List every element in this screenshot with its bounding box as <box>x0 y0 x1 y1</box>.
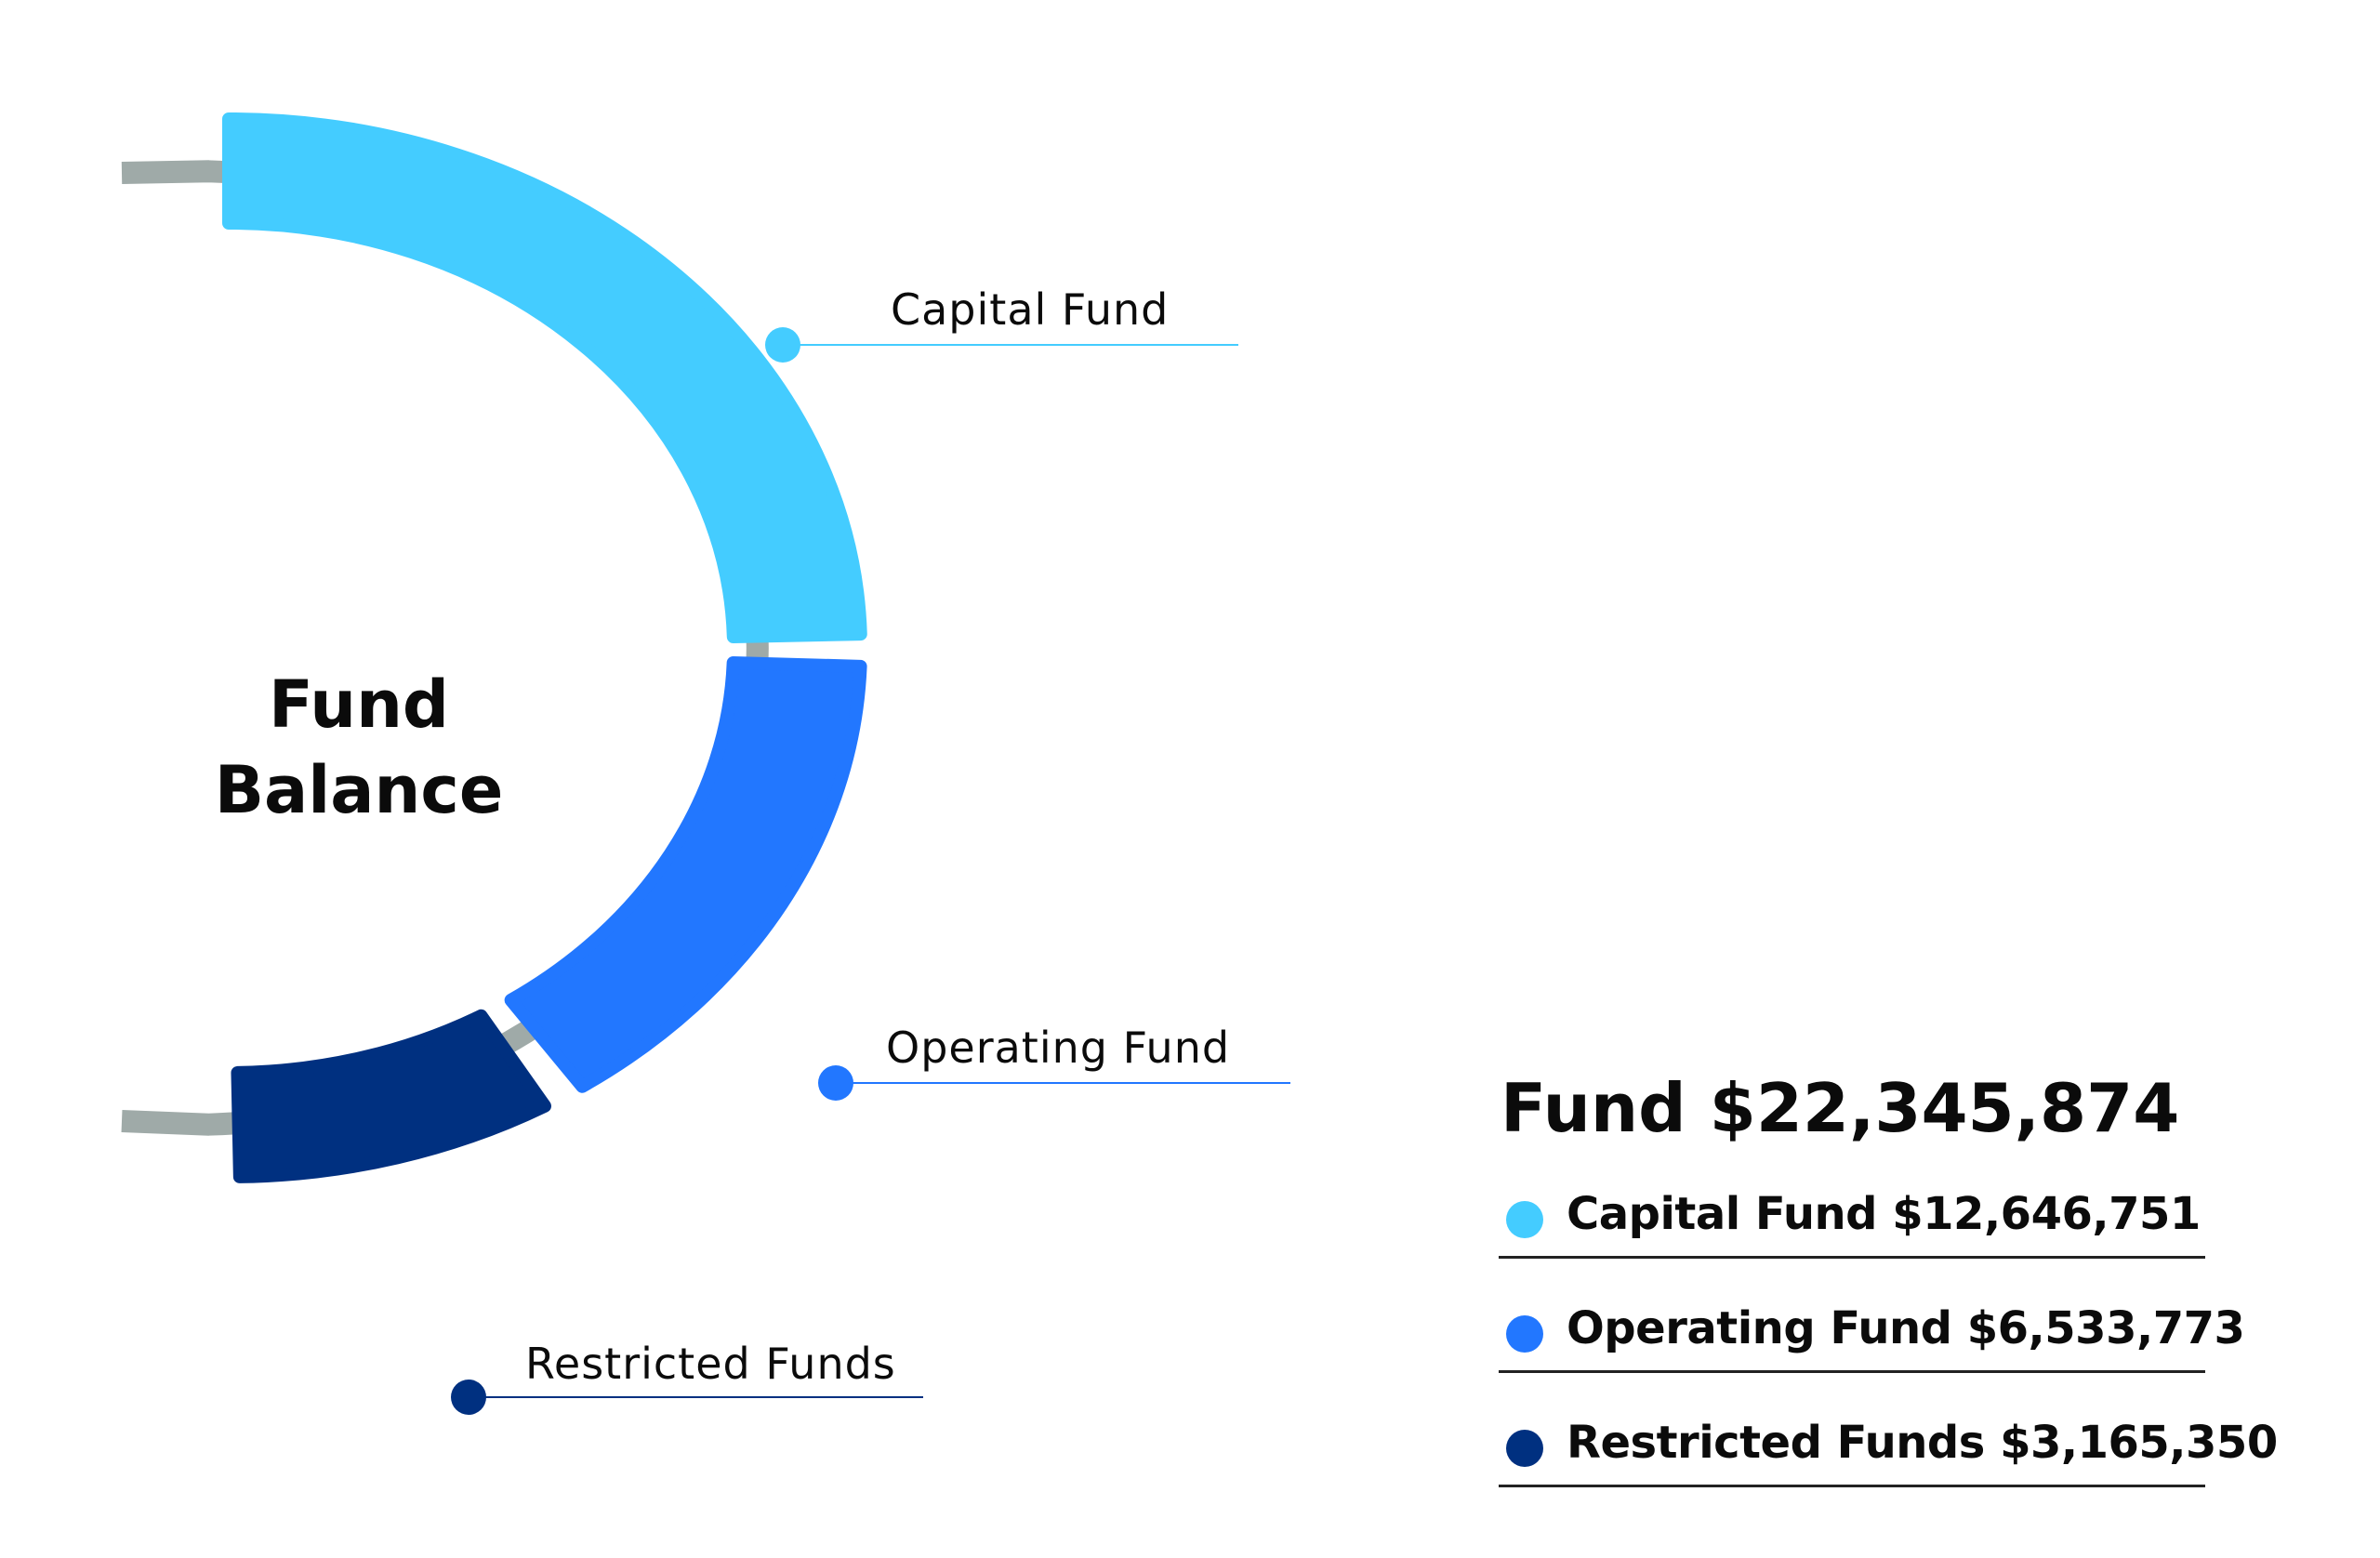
legend-label: Restricted Funds $3,165,350 <box>1567 1417 2278 1469</box>
segment-capital-fund <box>222 112 867 644</box>
legend-label: Operating Fund $6,533,773 <box>1567 1302 2245 1354</box>
legend-dot-icon <box>1506 1201 1543 1238</box>
callout-dot-icon <box>818 1065 853 1101</box>
legend: Fund $22,345,874 Capital Fund $12,646,75… <box>1499 1069 2278 1524</box>
callout-dot-icon <box>451 1380 486 1415</box>
segment-operating-fund <box>504 655 867 1093</box>
legend-item-capital: Capital Fund $12,646,751 <box>1499 1181 2205 1295</box>
legend-item-restricted: Restricted Funds $3,165,350 <box>1499 1409 2278 1524</box>
divider <box>1499 1485 2205 1487</box>
legend-total: Fund $22,345,874 <box>1501 1069 2180 1147</box>
callout-label-capital: Capital Fund <box>891 284 1170 335</box>
chart-title-text: Fund Balance <box>214 667 504 828</box>
legend-dot-icon <box>1506 1315 1543 1353</box>
chart-title: Fund Balance <box>173 662 545 833</box>
legend-dot-icon <box>1506 1430 1543 1467</box>
callout-label-operating: Operating Fund <box>886 1023 1231 1073</box>
legend-item-operating: Operating Fund $6,533,773 <box>1499 1295 2245 1409</box>
legend-label: Capital Fund $12,646,751 <box>1567 1188 2201 1240</box>
callout-label-restricted: Restricted Funds <box>525 1339 896 1389</box>
callout-dot-icon <box>765 327 800 363</box>
divider <box>1499 1256 2205 1259</box>
segment-restricted-funds <box>231 1009 551 1183</box>
divider <box>1499 1370 2205 1373</box>
